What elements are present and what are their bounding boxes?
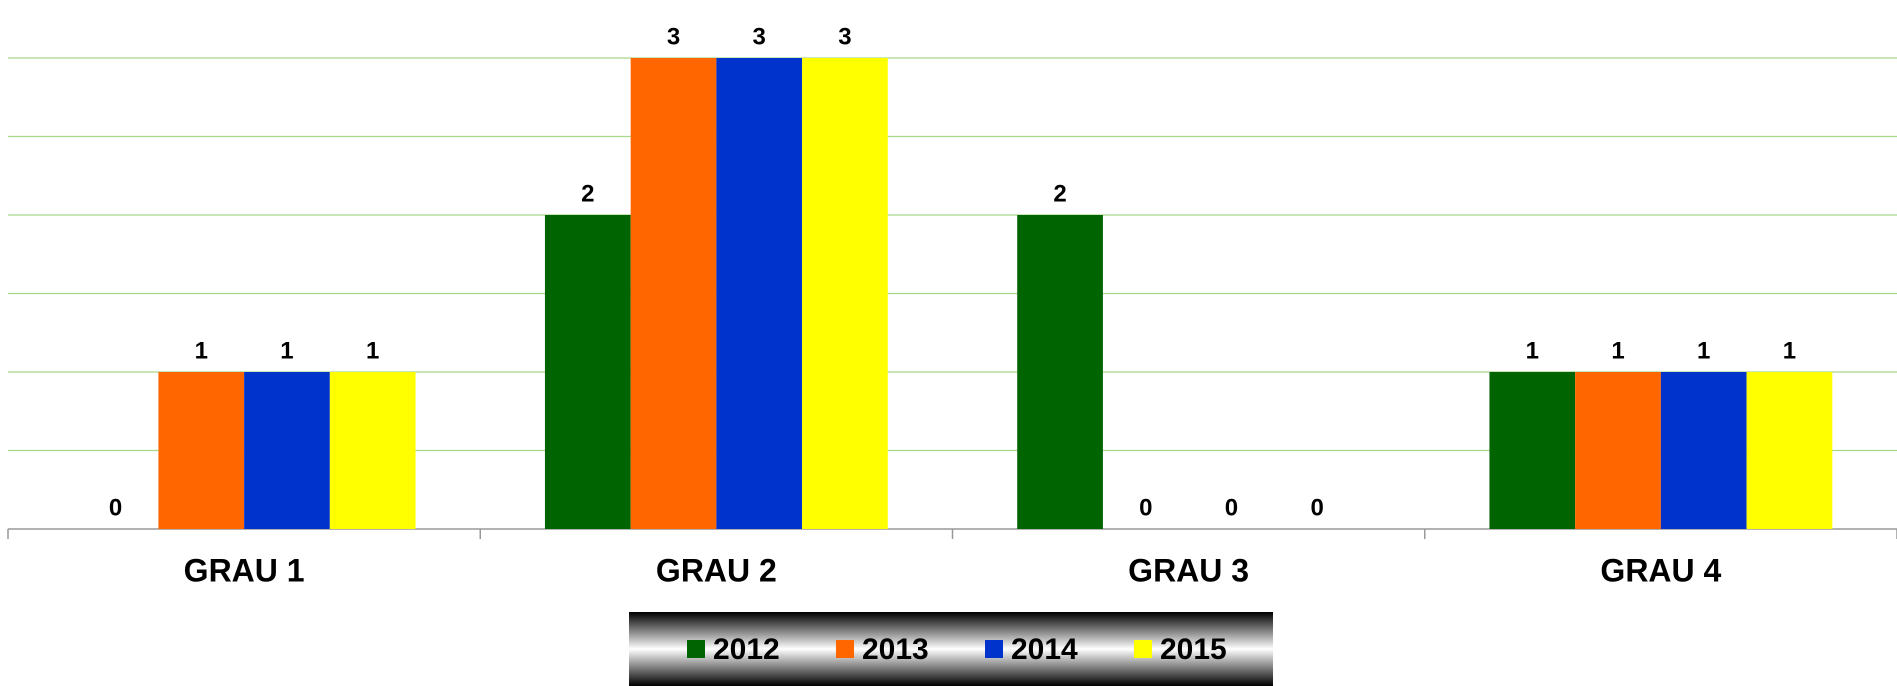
bar — [1489, 372, 1576, 529]
value-label: 3 — [667, 23, 680, 50]
value-label: 3 — [753, 23, 766, 50]
bar — [1660, 372, 1747, 529]
bar — [630, 58, 717, 529]
x-tick-label: GRAU 1 — [184, 552, 305, 588]
bar — [329, 372, 416, 529]
value-label: 1 — [366, 337, 379, 364]
bar — [716, 58, 803, 529]
bar — [544, 215, 631, 529]
value-label: 1 — [1526, 337, 1539, 364]
bar — [158, 372, 245, 529]
legend-label: 2013 — [862, 633, 929, 666]
value-label: 3 — [838, 23, 851, 50]
value-label: 0 — [1311, 494, 1324, 521]
legend-label: 2014 — [1011, 633, 1078, 666]
x-tick-label: GRAU 3 — [1128, 552, 1249, 588]
value-label: 0 — [1225, 494, 1238, 521]
legend-swatch — [985, 640, 1003, 658]
value-label: 1 — [1697, 337, 1710, 364]
legend-swatch — [1134, 640, 1152, 658]
value-label: 2 — [581, 180, 594, 207]
x-tick-label: GRAU 4 — [1600, 552, 1721, 588]
legend-label: 2012 — [713, 633, 780, 666]
value-label: 2 — [1053, 180, 1066, 207]
value-label: 1 — [280, 337, 293, 364]
bar — [244, 372, 330, 529]
legend-label: 2015 — [1160, 633, 1227, 666]
value-label: 1 — [195, 337, 208, 364]
legend-swatch — [836, 640, 854, 658]
legend-swatch — [687, 640, 705, 658]
legend-box — [629, 612, 1273, 686]
value-label: 0 — [1139, 494, 1152, 521]
value-label: 1 — [1611, 337, 1624, 364]
bar — [1017, 215, 1103, 529]
bar — [1746, 372, 1833, 529]
value-label: 0 — [109, 494, 122, 521]
bar — [1575, 372, 1661, 529]
value-label: 1 — [1783, 337, 1796, 364]
x-tick-label: GRAU 2 — [656, 552, 777, 588]
bar — [802, 58, 888, 529]
